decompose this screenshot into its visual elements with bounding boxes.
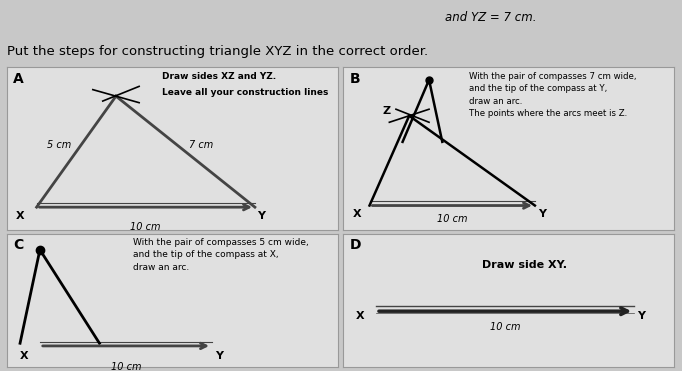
Text: Y: Y — [538, 209, 546, 219]
Text: Y: Y — [258, 211, 265, 221]
Text: X: X — [353, 209, 361, 219]
Text: X: X — [20, 351, 29, 361]
Text: Y: Y — [638, 311, 645, 321]
Text: 10 cm: 10 cm — [130, 222, 161, 232]
Text: Leave all your construction lines: Leave all your construction lines — [162, 88, 329, 97]
Text: A: A — [14, 72, 24, 86]
Text: D: D — [350, 238, 361, 252]
Text: 10 cm: 10 cm — [110, 362, 141, 371]
Text: X: X — [356, 311, 365, 321]
Text: B: B — [350, 72, 360, 86]
Text: 10 cm: 10 cm — [437, 214, 467, 224]
Text: 5 cm: 5 cm — [46, 140, 71, 150]
Text: 10 cm: 10 cm — [490, 322, 520, 332]
Text: With the pair of compasses 7 cm wide,
and the tip of the compass at Y,
draw an a: With the pair of compasses 7 cm wide, an… — [469, 72, 636, 118]
Text: Z: Z — [383, 106, 391, 116]
Text: 7 cm: 7 cm — [189, 140, 213, 150]
Text: Y: Y — [216, 351, 223, 361]
Text: Draw side XY.: Draw side XY. — [482, 260, 567, 270]
Text: and YZ = 7 cm.: and YZ = 7 cm. — [445, 11, 537, 24]
Text: X: X — [16, 211, 25, 221]
Text: C: C — [14, 238, 24, 252]
Text: With the pair of compasses 5 cm wide,
and the tip of the compass at X,
draw an a: With the pair of compasses 5 cm wide, an… — [132, 238, 308, 272]
Text: Draw sides XZ and YZ.: Draw sides XZ and YZ. — [162, 72, 276, 81]
Text: Put the steps for constructing triangle XYZ in the correct order.: Put the steps for constructing triangle … — [7, 45, 428, 58]
